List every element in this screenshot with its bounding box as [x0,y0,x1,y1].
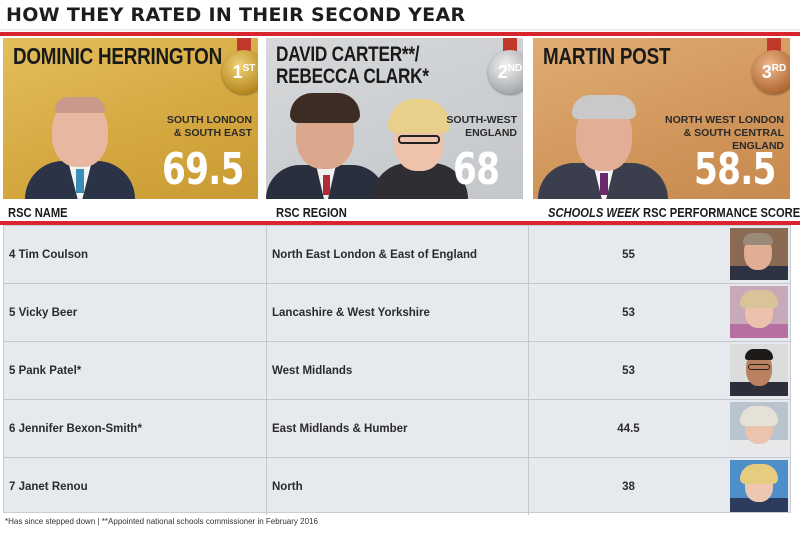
row-region: North East London & East of England [266,226,526,283]
table-row: 4 Tim Coulson North East London & East o… [4,226,790,284]
column-headers: RSC NAME RSC REGION SCHOOLS WEEK RSC PER… [0,203,800,223]
column-header-name: RSC NAME [8,205,68,220]
top-rank-panel-3: MARTIN POST 3RD NORTH WEST LONDON & SOUTH… [533,38,790,199]
gold-medal-icon: 1ST [222,50,258,94]
medal-ribbon [503,38,517,52]
top-rank-panel-2: DAVID CARTER**/REBECCA CLARK* 2ND SOUTH-… [266,38,523,199]
medal-ribbon [767,38,781,52]
portrait-martin-post [538,69,668,199]
title-bar: HOW THEY RATED IN THEIR SECOND YEAR [0,0,800,32]
table-row: 5 Vicky Beer Lancashire & West Yorkshire… [4,284,790,342]
top-rank-score: 69.5 [162,144,244,195]
top-rank-panel-1: DOMINIC HERRINGTON 1ST SOUTH LONDON & SOU… [3,38,258,199]
top-rank-name: DAVID CARTER**/REBECCA CLARK* [276,43,429,88]
medal-ribbon [237,38,251,52]
row-score: 53 [528,284,728,341]
thumbnail-photo [730,460,788,512]
page-title: HOW THEY RATED IN THEIR SECOND YEAR [6,4,466,26]
thumbnail-photo [730,286,788,338]
row-score: 53 [528,342,728,399]
table-row: 7 Janet Renou North 38 [4,458,790,516]
top-red-rule [0,32,800,36]
table-row: 6 Jennifer Bexon-Smith* East Midlands & … [4,400,790,458]
row-region: West Midlands [266,342,526,399]
top-rank-name: DOMINIC HERRINGTON [13,43,222,69]
portrait-dominic-herrington [25,59,135,199]
footnote: *Has since stepped down | **Appointed na… [5,517,318,526]
row-score: 55 [528,226,728,283]
top-rank-region: SOUTH LONDON & SOUTH EAST [166,114,252,139]
top-rank-region: NORTH WEST LONDON & SOUTH CENTRAL ENGLAND [665,114,784,152]
portrait-rebecca-clark [364,87,474,199]
thumbnail-photo [730,402,788,454]
silver-medal-icon: 2ND [488,50,523,94]
top-rank-score: 68 [452,144,500,195]
top-rank-name: MARTIN POST [543,43,671,69]
table-row: 5 Pank Patel* West Midlands 53 [4,342,790,400]
title-divider [0,29,800,32]
row-name: 5 Vicky Beer [9,306,78,319]
column-header-region: RSC REGION [276,205,347,220]
row-region: Lancashire & West Yorkshire [266,284,526,341]
row-name: 7 Janet Renou [9,480,88,493]
top-rank-region: SOUTH-WEST ENGLAND [446,114,517,139]
row-region: North [266,458,526,515]
row-region: East Midlands & Humber [266,400,526,457]
column-header-score: SCHOOLS WEEK RSC PERFORMANCE SCORE [548,205,800,220]
portrait-david-carter [266,79,386,199]
row-name: 6 Jennifer Bexon-Smith* [9,422,142,435]
header-red-rule [0,221,800,225]
thumbnail-photo [730,228,788,280]
right-margin [792,38,800,518]
row-name: 5 Pank Patel* [9,364,82,377]
ranking-table: 4 Tim Coulson North East London & East o… [3,225,791,516]
row-score: 44.5 [528,400,728,457]
bronze-medal-icon: 3RD [752,50,790,94]
row-name: 4 Tim Coulson [9,248,89,261]
row-score: 38 [528,458,728,515]
thumbnail-photo [730,344,788,396]
top-rank-score: 58.5 [694,144,776,195]
